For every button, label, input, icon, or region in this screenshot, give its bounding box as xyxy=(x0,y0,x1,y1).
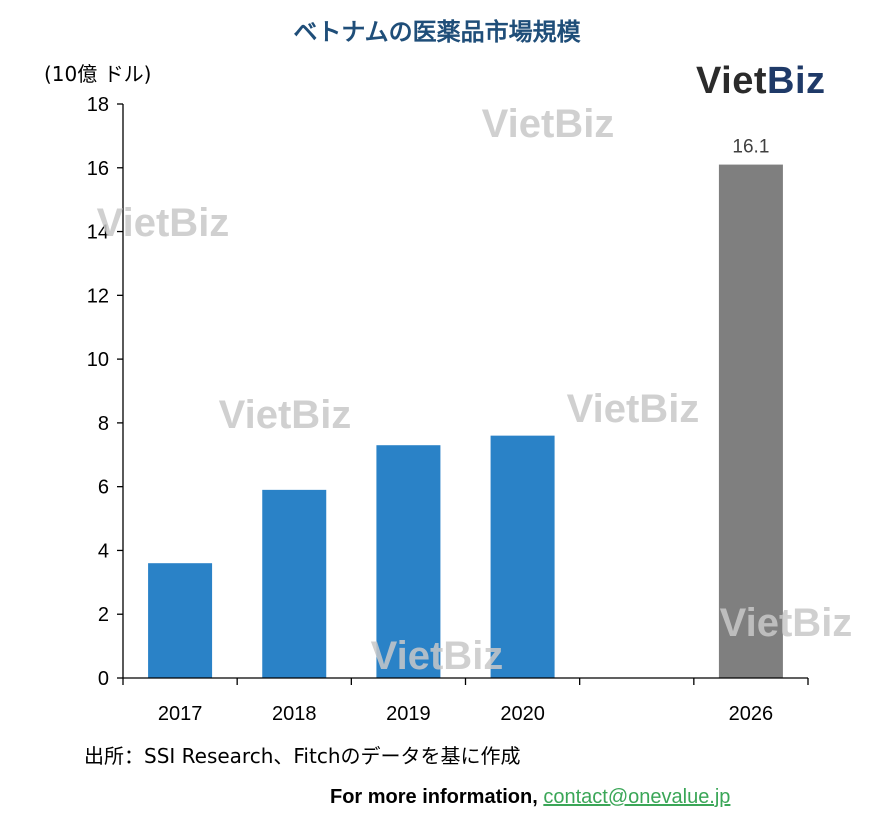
watermark-logo: VietBiz xyxy=(720,601,853,645)
y-tick-label: 16 xyxy=(87,158,109,180)
y-tick-label: 4 xyxy=(98,540,109,562)
y-tick-label: 0 xyxy=(98,668,109,690)
watermark-logo: VietBiz xyxy=(219,393,352,437)
bar-2018 xyxy=(262,489,327,678)
source-note: 出所：SSI Research、Fitchのデータを基に作成 xyxy=(84,744,521,768)
y-tick-label: 8 xyxy=(98,413,109,435)
x-tick-label-2019: 2019 xyxy=(386,703,431,725)
x-tick-label-2017: 2017 xyxy=(158,703,203,725)
watermarks-group: VietBiz VietBiz VietBiz VietBiz VietBiz VietB… xyxy=(97,102,853,678)
axes-group xyxy=(117,103,809,685)
y-tick-label: 14 xyxy=(87,222,109,244)
watermark-logo: VietBiz xyxy=(567,387,700,431)
watermark-logo: VietBiz xyxy=(482,102,615,146)
footer-label: For more information, xyxy=(330,786,544,808)
x-tick-label-2018: 2018 xyxy=(272,703,317,725)
y-tick-label: 2 xyxy=(98,604,109,626)
y-tick-label: 12 xyxy=(87,285,109,307)
footer-more-info: For more information, contact@onevalue.j… xyxy=(330,786,730,809)
y-tick-label: 6 xyxy=(98,477,109,499)
logo-text-viet: Viet xyxy=(696,60,768,102)
bar-2026 xyxy=(718,164,783,679)
watermark-logo: VietBiz xyxy=(371,634,504,678)
data-label-2026: 16.1 xyxy=(732,137,769,158)
y-axis-unit-label: (10億 ドル) xyxy=(44,62,152,86)
logo-text-biz: Biz xyxy=(767,60,826,102)
bar-2019 xyxy=(376,445,441,678)
y-tick-label: 10 xyxy=(87,349,109,371)
bars-group xyxy=(148,164,783,679)
bar-2017 xyxy=(148,563,213,678)
contact-email-link[interactable]: contact@onevalue.jp xyxy=(543,786,731,808)
x-tick-label-2020: 2020 xyxy=(500,703,545,725)
bar-2020 xyxy=(490,435,555,678)
vietbiz-logo: VietBiz xyxy=(696,60,826,103)
labels-group: 16.1 0 2 4 6 8 10 12 14 16 18 2017 2018 2019 2020 2026 xyxy=(87,94,773,725)
watermark-logo: VietBiz xyxy=(97,201,230,245)
x-tick-label-2026: 2026 xyxy=(729,703,774,725)
chart-title: ベトナムの医薬品市場規模 xyxy=(293,18,581,46)
y-tick-label: 18 xyxy=(87,94,109,116)
